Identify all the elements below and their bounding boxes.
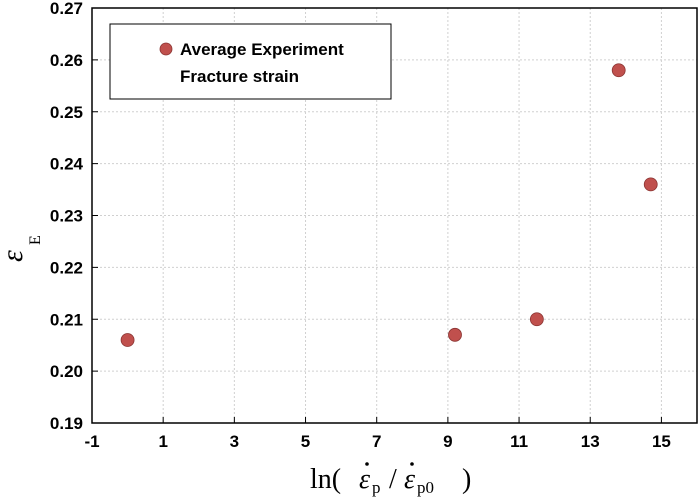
y-tick-label: 0.23 [50,207,83,226]
data-point [643,177,658,192]
y-tick-label: 0.22 [50,258,83,277]
legend: Average Experiment Fracture strain [109,23,392,100]
x-axis-suffix: ) [462,464,471,495]
legend-label: Average Experiment [180,40,344,59]
legend-marker [159,42,173,56]
y-tick-label: 0.26 [50,51,83,70]
legend-box [109,23,392,100]
x-tick-label: 15 [652,432,671,451]
axis-ticks: -1 1 3 5 7 9 11 13 150.190.200.210.220.230.240.2… [50,0,671,451]
x-axis-numerator-sub: p [372,478,381,497]
legend-label-line2: Fracture strain [180,67,299,86]
x-tick-label: -1 [84,432,99,451]
x-axis-denominator: ε [404,464,415,495]
x-axis-label: ln( ε p / ε p0 ) [310,462,471,497]
x-axis-denominator-dot [410,462,414,466]
data-points [120,63,658,347]
x-axis-denominator-sub: p0 [417,478,434,497]
x-tick-label: 13 [581,432,600,451]
x-tick-label: 7 [372,432,381,451]
x-axis-prefix: ln( [310,464,341,495]
y-axis-label: ε E [0,235,44,262]
data-point [120,333,135,347]
x-axis-numerator: ε [359,464,370,495]
y-axis-subscript: E [27,235,44,245]
x-tick-label: 5 [301,432,310,451]
x-tick-label: 9 [443,432,452,451]
y-tick-label: 0.20 [50,362,83,381]
y-tick-label: 0.21 [50,310,83,329]
x-axis-slash: / [389,464,397,495]
y-tick-label: 0.27 [50,0,83,18]
x-tick-label: 3 [230,432,239,451]
y-tick-label: 0.25 [50,103,83,122]
x-tick-label: 11 [510,432,528,451]
y-tick-label: 0.19 [50,414,83,433]
x-axis-numerator-dot [365,462,369,466]
data-point [611,63,626,78]
y-axis-symbol: ε [0,250,29,262]
data-point [529,312,544,327]
y-tick-label: 0.24 [50,155,84,174]
x-tick-label: 1 [158,432,167,451]
data-point [448,327,462,342]
